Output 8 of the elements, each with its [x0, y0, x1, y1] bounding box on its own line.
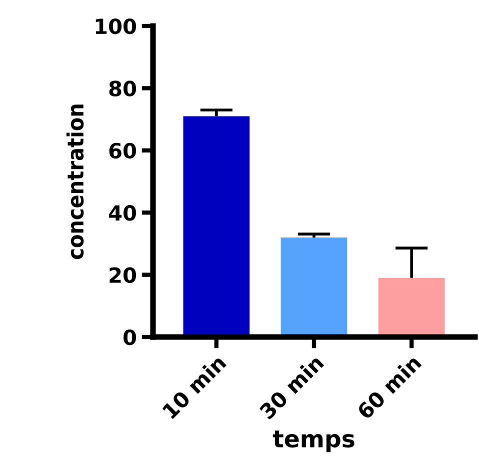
y-tick-label: 80 [109, 80, 136, 96]
y-axis-title: concentration [66, 104, 84, 260]
x-axis-title: temps [272, 430, 354, 452]
y-tick-label: 20 [110, 267, 136, 284]
y-tick-label: 40 [108, 205, 136, 221]
y-tick-label: 60 [109, 142, 136, 159]
y-tick-label: 0 [124, 329, 136, 346]
y-tick-label: 100 [96, 18, 136, 34]
